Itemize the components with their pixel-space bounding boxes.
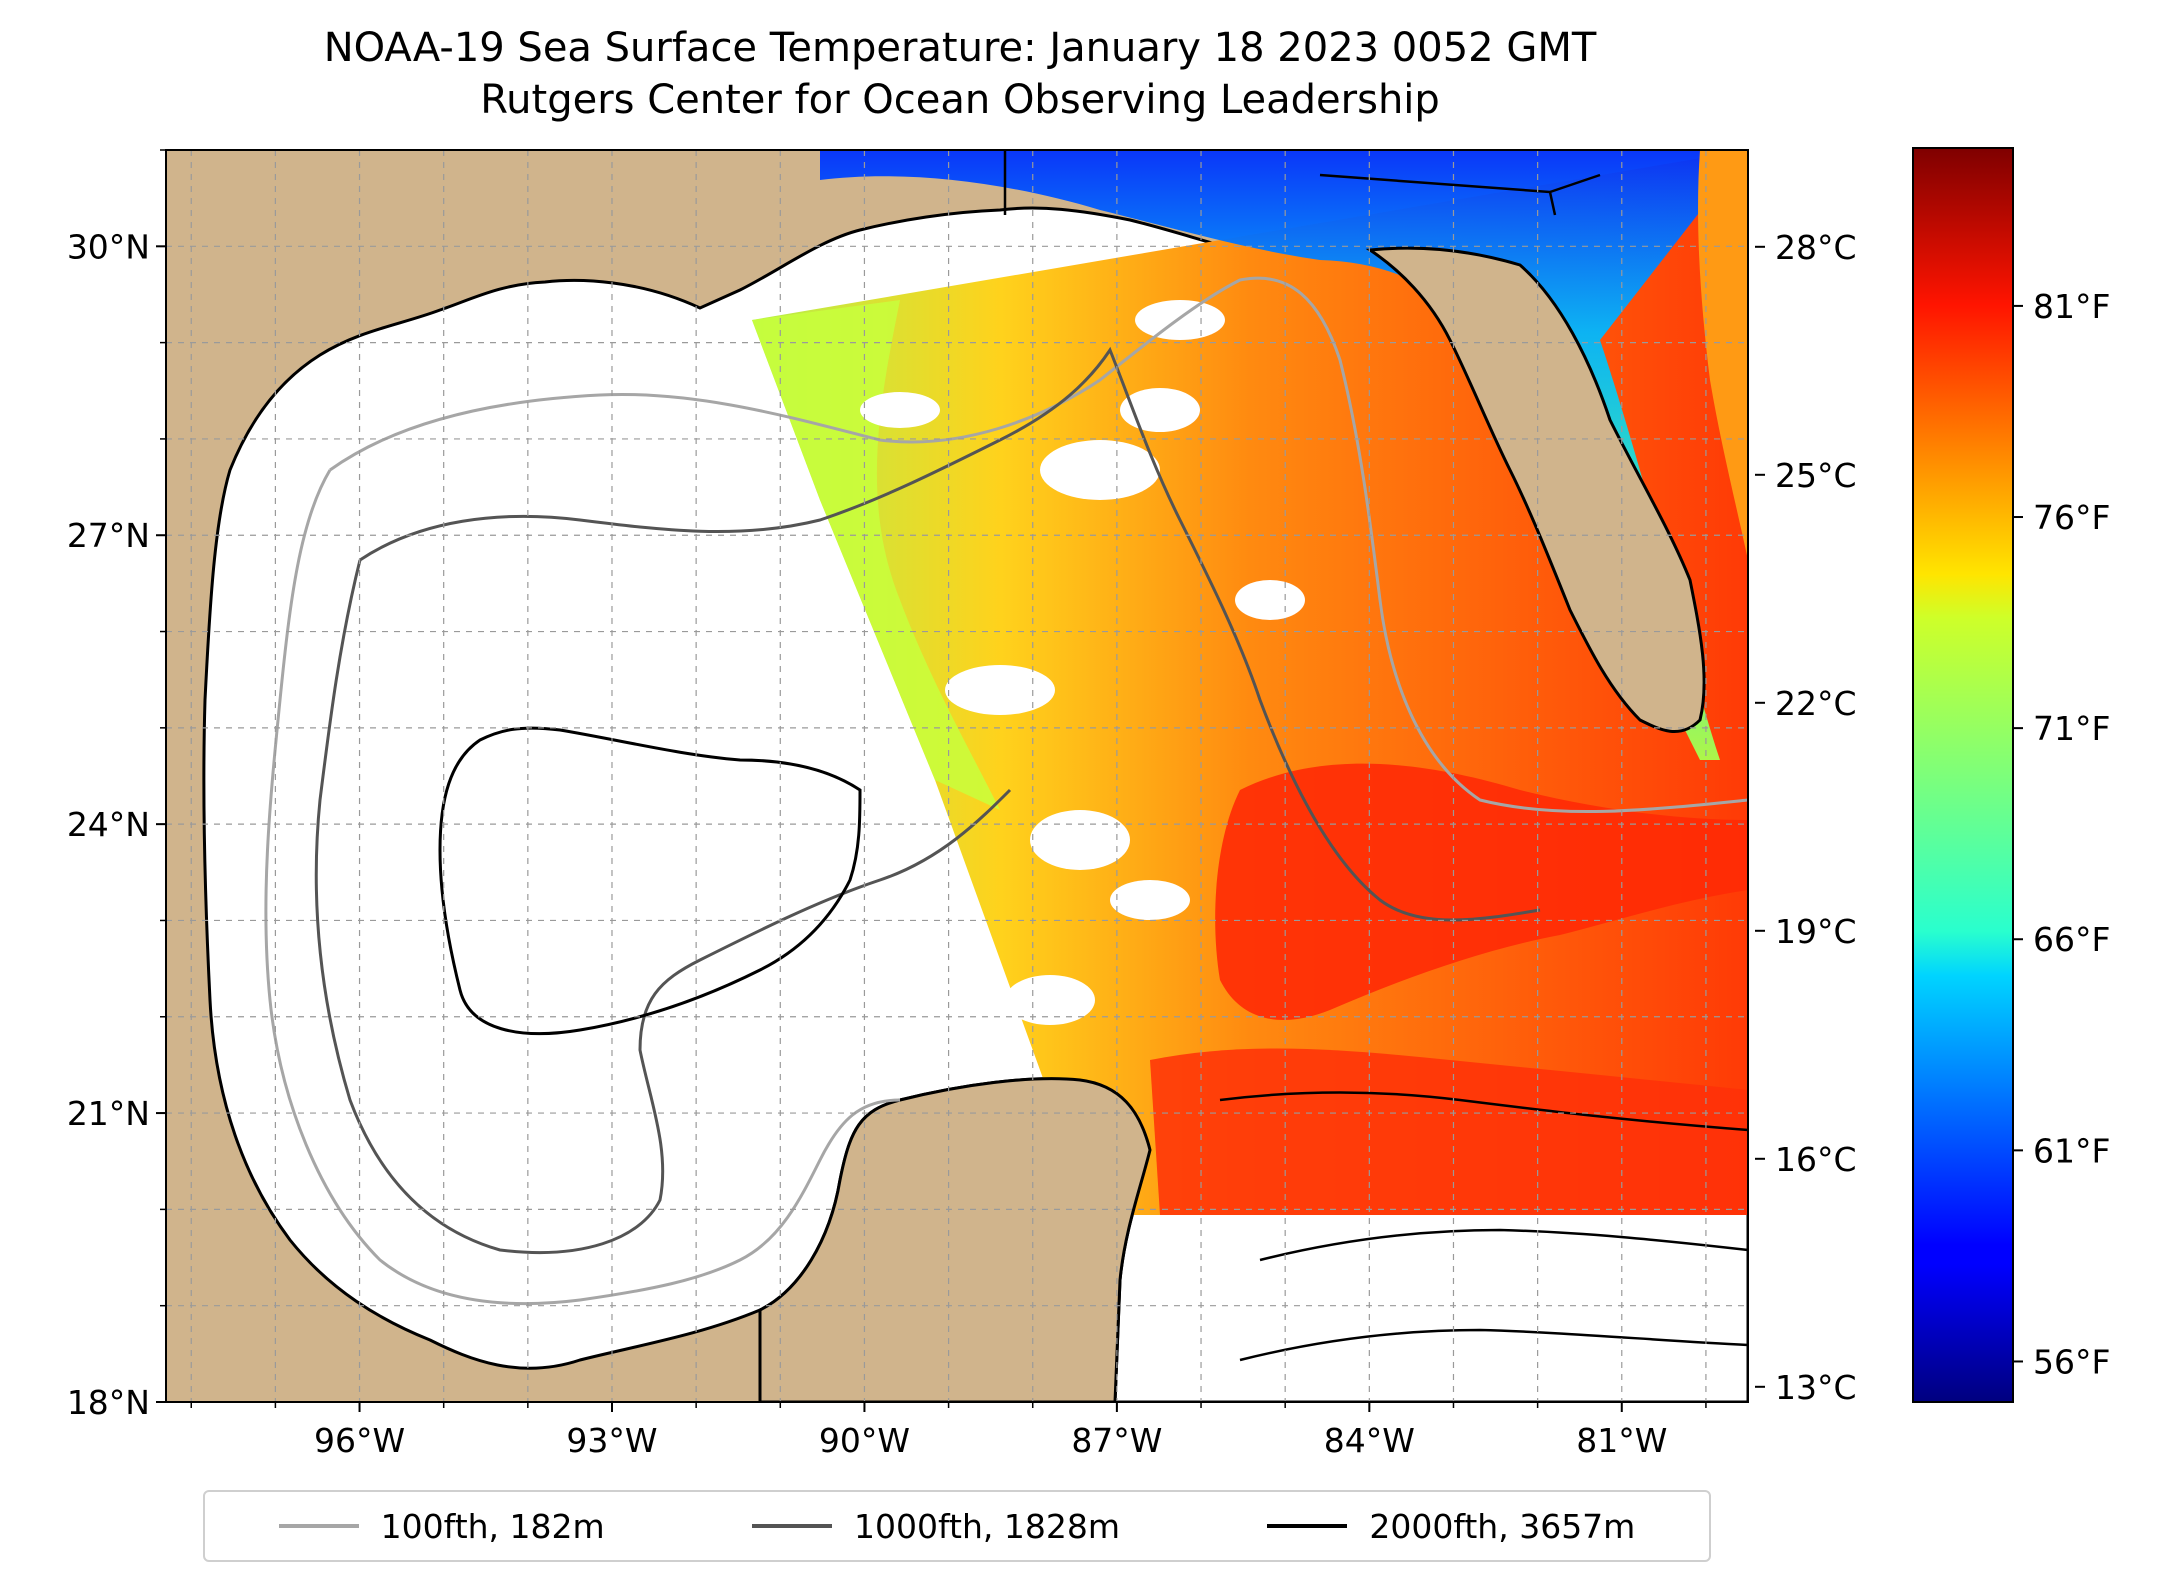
yucatan-peninsula (758, 1077, 1152, 1402)
lon-tick-label: 90°W (819, 1421, 910, 1460)
sst-caribbean-warm (1150, 1048, 1748, 1215)
legend-item-2000fth: 2000fth, 3657m (1267, 1507, 1635, 1546)
legend-swatch-2000fth (1267, 1524, 1348, 1528)
celsius-tick-label: 19°C (1775, 912, 1857, 951)
legend-label-1000fth: 1000fth, 1828m (854, 1506, 1120, 1546)
legend-label-100fth: 100fth, 182m (380, 1506, 605, 1546)
contour-2000fth-caribbean (1219, 1091, 1748, 1362)
cloud-mask (860, 300, 1305, 1025)
florida-east-coast-water (1698, 150, 1748, 560)
fahrenheit-tick-label: 66°F (2033, 920, 2110, 959)
lat-tick-label: 18°N (67, 1383, 150, 1422)
colorbar-axis: 28°C 25°C 22°C 19°C 16°C 13°C 81°F 76°F 71°F 66°F… (1755, 228, 2110, 1407)
sst-map: 30°N 27°N 24°N 21°N 18°N 96°W 93°W 90°W 87°W 84°W… (67, 147, 2110, 1460)
title-line-1: NOAA-19 Sea Surface Temperature: January… (323, 25, 1597, 71)
celsius-tick-label: 13°C (1775, 1368, 1857, 1407)
contour-1000fth (314, 346, 1541, 1254)
celsius-tick-label: 28°C (1775, 228, 1857, 267)
legend-swatch-1000fth (752, 1524, 833, 1528)
celsius-tick-label: 22°C (1775, 684, 1857, 723)
fahrenheit-tick-label: 81°F (2033, 287, 2110, 326)
legend: 100fth, 182m 1000fth, 1828m 2000fth, 365… (203, 1490, 1711, 1562)
map-axis: 30°N 27°N 24°N 21°N 18°N 96°W 93°W 90°W 87°W 84°W… (67, 149, 1707, 1460)
fahrenheit-tick-label: 76°F (2033, 498, 2110, 537)
contour-100fth (264, 276, 1748, 1306)
sst-cool-west (752, 300, 1000, 810)
title-line-2: Rutgers Center for Ocean Observing Leade… (480, 77, 1440, 123)
map-gridlines (166, 150, 1748, 1402)
legend-item-100fth: 100fth, 182m (278, 1506, 605, 1546)
legend-swatch-100fth (278, 1524, 359, 1528)
lon-tick-label: 96°W (314, 1421, 405, 1460)
celsius-tick-label: 25°C (1775, 456, 1857, 495)
fahrenheit-tick-label: 56°F (2033, 1342, 2110, 1381)
celsius-tick-label: 16°C (1775, 1140, 1857, 1179)
lon-tick-label: 81°W (1576, 1421, 1667, 1460)
lat-tick-label: 27°N (67, 516, 150, 555)
fahrenheit-tick-label: 61°F (2033, 1131, 2110, 1170)
contour-2000fth (438, 726, 862, 1036)
legend-item-1000fth: 1000fth, 1828m (752, 1507, 1120, 1546)
lon-tick-label: 87°W (1071, 1421, 1162, 1460)
state-borders (1003, 150, 1601, 216)
chart-title: NOAA-19 Sea Surface Temperature: January… (0, 22, 1920, 126)
map-frame (165, 149, 1749, 1403)
lat-tick-label: 21°N (67, 1094, 150, 1133)
sst-warm-core (1215, 763, 1748, 1020)
legend-label-2000fth: 2000fth, 3657m (1369, 1506, 1636, 1546)
map-area (166, 150, 1748, 1402)
fahrenheit-tick-label: 71°F (2033, 709, 2110, 748)
lat-tick-label: 30°N (67, 227, 150, 266)
lon-tick-label: 93°W (566, 1421, 657, 1460)
lat-tick-label: 24°N (67, 805, 150, 844)
colorbar (1912, 147, 2014, 1403)
lon-tick-label: 84°W (1324, 1421, 1415, 1460)
